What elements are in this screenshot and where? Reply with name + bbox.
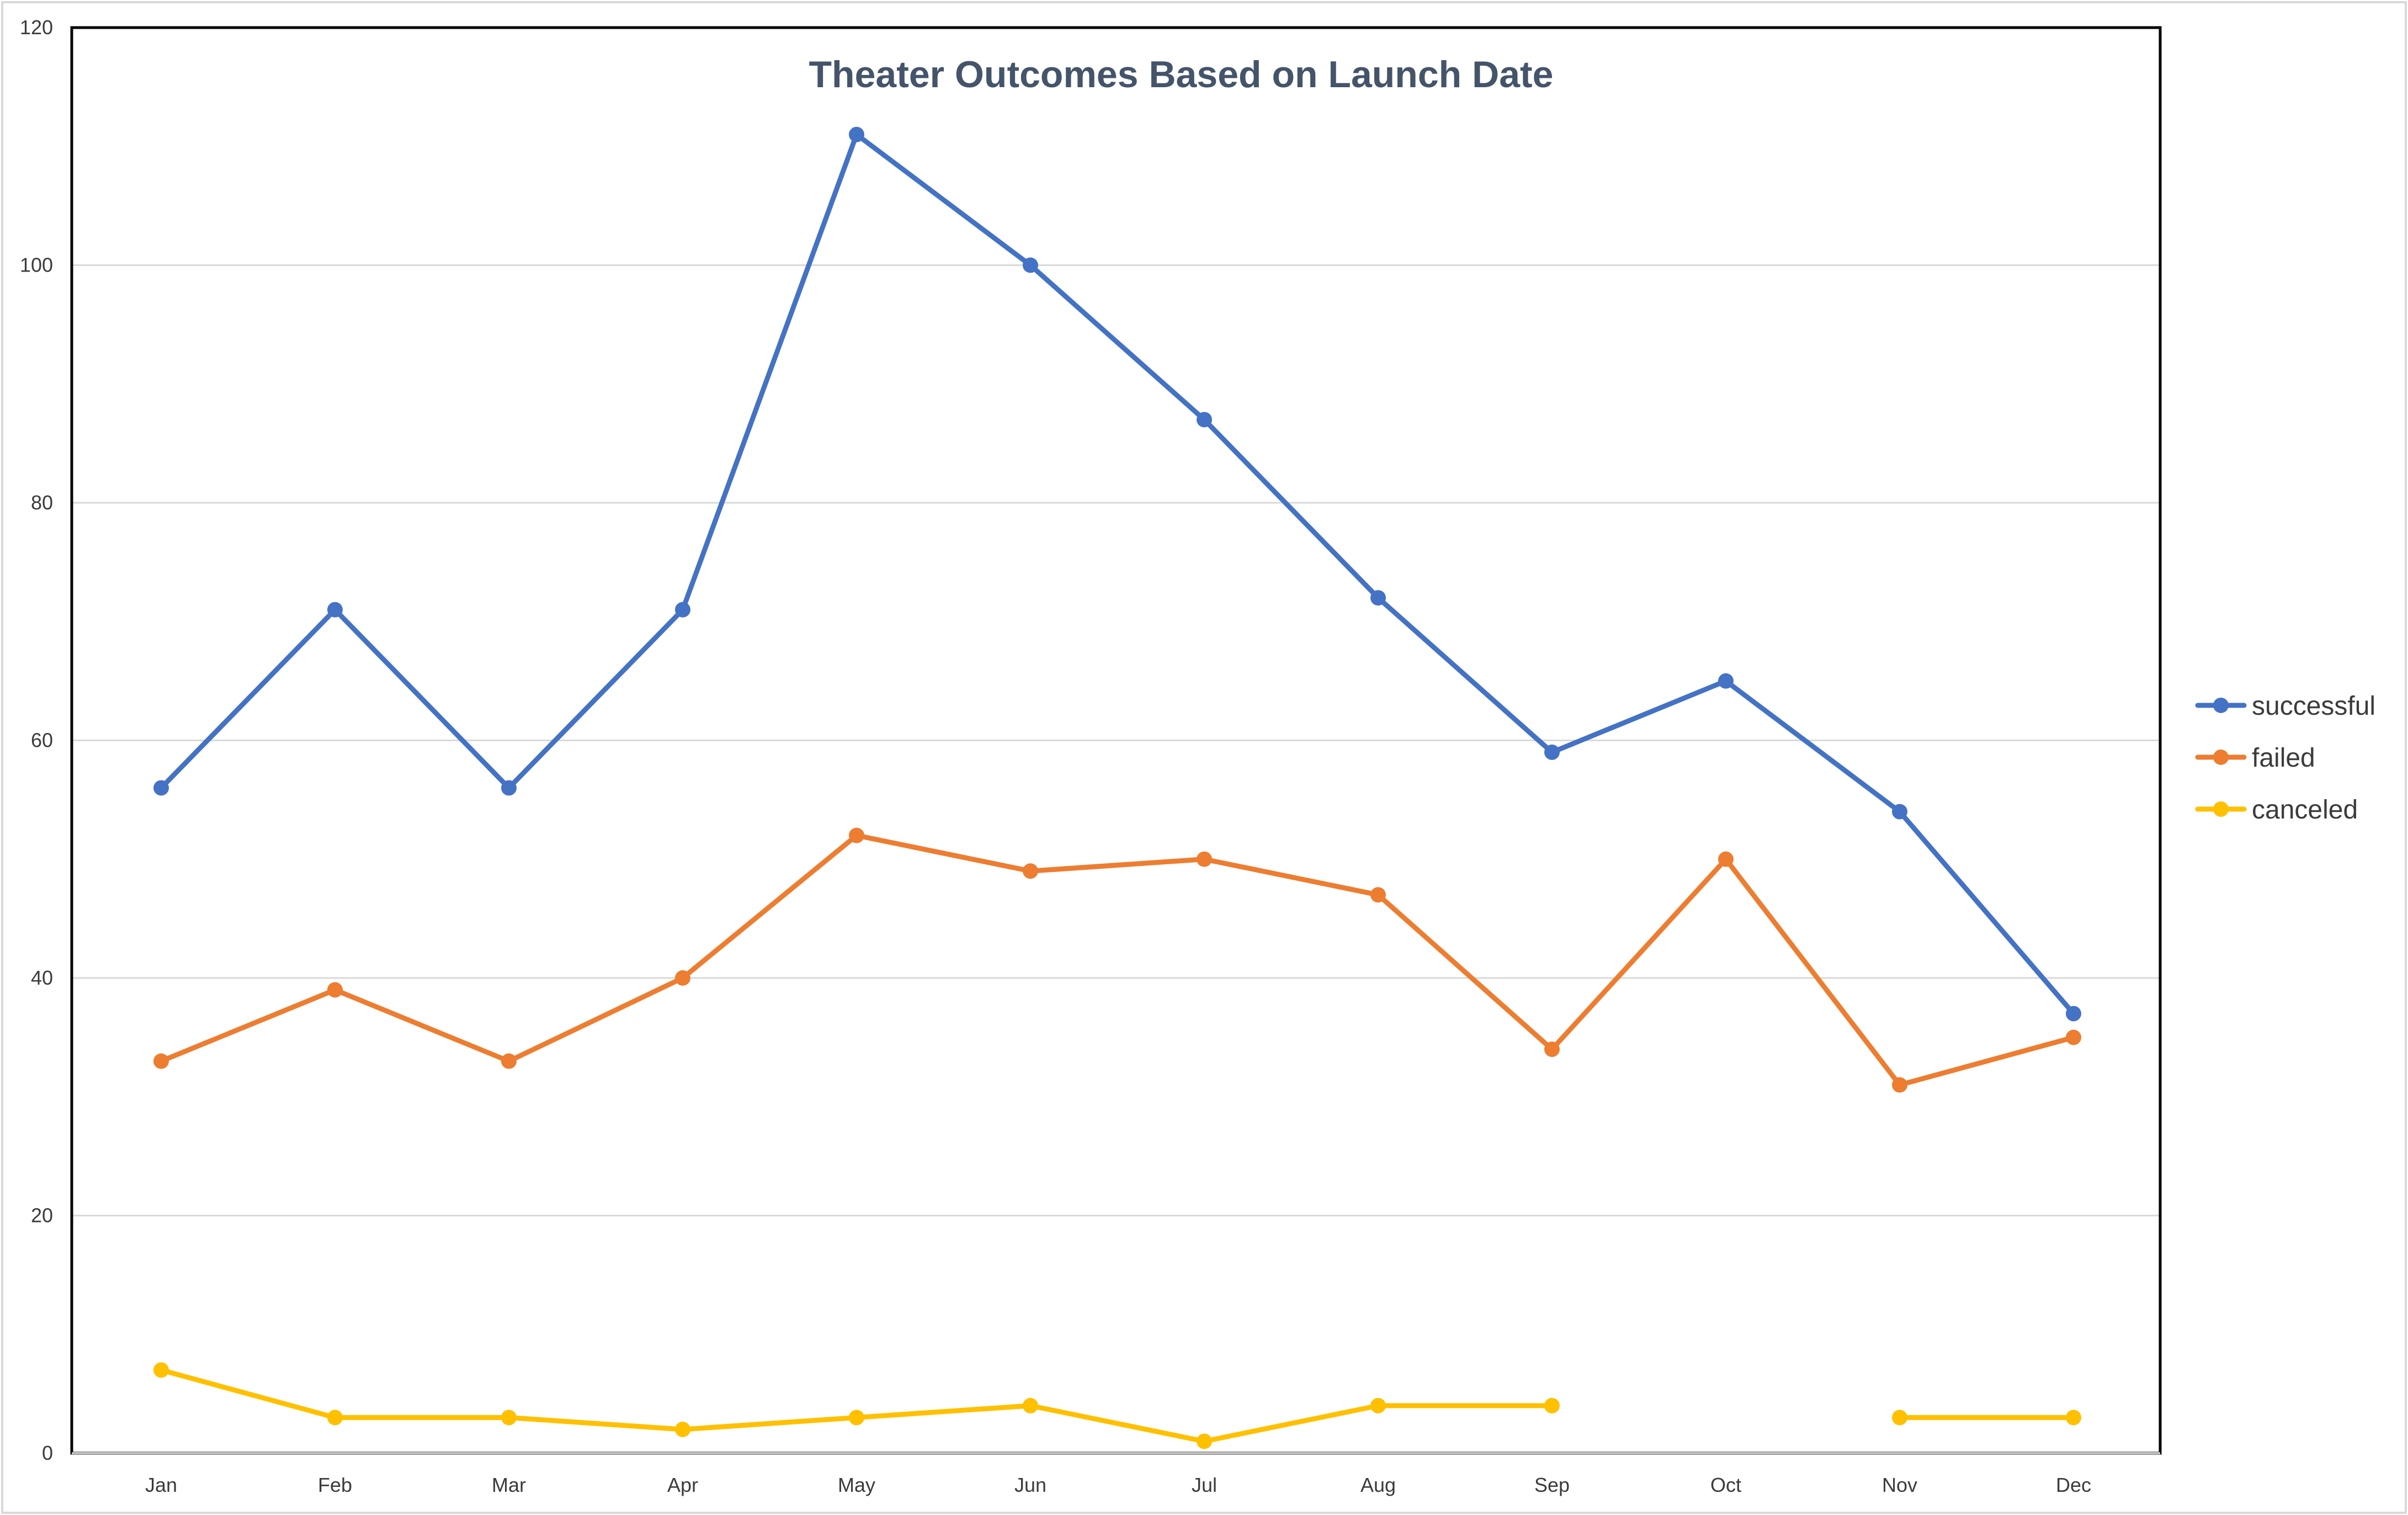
failed-point-jan xyxy=(153,1053,169,1069)
x-tick-label-apr: Apr xyxy=(667,1474,698,1496)
x-tick-label-jul: Jul xyxy=(1192,1474,1217,1496)
x-tick-label-oct: Oct xyxy=(1710,1474,1741,1496)
canceled-point-mar xyxy=(501,1410,517,1426)
y-tick-label-60: 60 xyxy=(31,729,53,752)
y-tick-label-80: 80 xyxy=(31,491,53,514)
x-tick-label-feb: Feb xyxy=(318,1474,352,1496)
legend-item-successful: successful xyxy=(2195,692,2375,721)
y-tick-label-100: 100 xyxy=(20,254,53,277)
failed-point-mar xyxy=(501,1053,517,1069)
failed-point-oct xyxy=(1718,851,1734,867)
x-tick-label-jun: Jun xyxy=(1014,1474,1046,1496)
y-tick-label-120: 120 xyxy=(20,16,53,39)
canceled-point-jun xyxy=(1023,1397,1038,1413)
successful-point-aug xyxy=(1370,590,1386,606)
legend-label-failed: failed xyxy=(2252,743,2315,773)
failed-point-sep xyxy=(1544,1041,1560,1057)
failed-point-dec xyxy=(2066,1029,2081,1045)
legend-swatch-marker-failed xyxy=(2213,749,2229,765)
canceled-point-jul xyxy=(1197,1433,1212,1449)
canceled-point-apr xyxy=(675,1421,690,1437)
x-tick-label-aug: Aug xyxy=(1360,1474,1396,1496)
series-successful xyxy=(153,126,2081,1022)
legend-item-failed: failed xyxy=(2195,743,2315,773)
x-tick-label-jan: Jan xyxy=(145,1474,177,1496)
gridlines xyxy=(72,264,2160,1216)
successful-point-sep xyxy=(1544,745,1560,761)
successful-point-nov xyxy=(1892,804,1907,820)
successful-point-oct xyxy=(1718,673,1734,689)
canceled-point-jan xyxy=(153,1362,169,1378)
y-tick-label-40: 40 xyxy=(31,966,53,989)
successful-point-mar xyxy=(501,780,517,796)
x-tick-label-mar: Mar xyxy=(492,1474,526,1496)
x-tick-label-sep: Sep xyxy=(1534,1474,1570,1496)
y-tick-label-0: 0 xyxy=(42,1442,53,1464)
canceled-point-nov xyxy=(1892,1410,1907,1426)
canceled-point-may xyxy=(849,1410,864,1426)
failed-point-nov xyxy=(1892,1077,1907,1093)
legend-label-canceled: canceled xyxy=(2252,795,2358,825)
canceled-point-aug xyxy=(1370,1397,1386,1413)
successful-line xyxy=(158,132,2076,1017)
legend-swatch-marker-successful xyxy=(2213,698,2229,713)
successful-point-may xyxy=(849,126,864,142)
successful-point-jan xyxy=(153,780,169,796)
canceled-point-dec xyxy=(2066,1410,2081,1426)
series-canceled xyxy=(153,1362,2081,1449)
chart-title: Theater Outcomes Based on Launch Date xyxy=(809,54,1554,95)
legend: successful failed canceled xyxy=(2195,692,2375,825)
canceled-point-feb xyxy=(327,1410,343,1426)
failed-line xyxy=(158,833,2076,1088)
legend-swatch-marker-canceled xyxy=(2213,801,2229,817)
axes: 0 20 40 60 80 100 120 Jan Feb Mar Apr May Jun Jul Aug S… xyxy=(20,16,2160,1496)
legend-item-canceled: canceled xyxy=(2195,795,2358,825)
x-tick-label-nov: Nov xyxy=(1882,1474,1917,1496)
failed-point-jun xyxy=(1023,863,1038,879)
series-failed xyxy=(153,827,2081,1093)
successful-point-jul xyxy=(1197,412,1212,428)
legend-label-successful: successful xyxy=(2252,692,2375,721)
successful-point-apr xyxy=(675,602,690,618)
canceled-point-sep xyxy=(1544,1397,1560,1413)
x-tick-label-may: May xyxy=(838,1474,875,1496)
successful-point-dec xyxy=(2066,1006,2081,1022)
y-tick-label-20: 20 xyxy=(31,1204,53,1227)
failed-point-jul xyxy=(1197,851,1212,867)
failed-point-apr xyxy=(675,970,690,986)
failed-point-feb xyxy=(327,982,343,998)
x-tick-label-dec: Dec xyxy=(2056,1474,2091,1496)
failed-point-aug xyxy=(1370,887,1386,903)
successful-point-feb xyxy=(327,602,343,618)
series-lines xyxy=(153,126,2081,1449)
failed-point-may xyxy=(849,827,864,843)
successful-point-jun xyxy=(1023,257,1038,273)
